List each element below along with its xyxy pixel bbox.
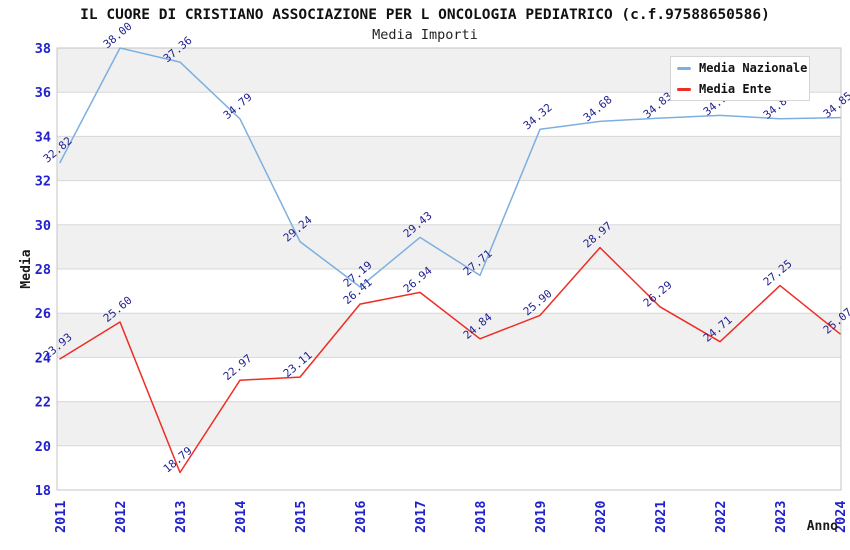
plot-border bbox=[56, 47, 842, 491]
data-point-label: 38.00 bbox=[101, 20, 135, 51]
y-tick-label: 24 bbox=[35, 350, 51, 366]
x-tick-label: 2014 bbox=[233, 500, 249, 533]
legend-item-media-nazionale: Media Nazionale bbox=[677, 60, 807, 76]
x-tick-label: 2018 bbox=[473, 500, 489, 533]
x-tick-label: 2019 bbox=[533, 500, 549, 533]
plot-band bbox=[57, 401, 841, 446]
x-tick-label: 2022 bbox=[713, 500, 729, 533]
plot-band bbox=[57, 224, 841, 269]
x-tick-label: 2012 bbox=[113, 500, 129, 533]
y-tick-label: 28 bbox=[35, 262, 51, 278]
plot-band bbox=[57, 180, 841, 225]
x-tick-label: 2015 bbox=[293, 500, 309, 533]
series-line-media-nazionale bbox=[59, 47, 841, 288]
x-tick-label: 2021 bbox=[653, 500, 669, 533]
x-tick-label: 2011 bbox=[53, 500, 69, 533]
national-line-swatch-icon bbox=[677, 66, 691, 70]
plot-band bbox=[57, 136, 841, 181]
y-tick-label: 38 bbox=[35, 41, 51, 57]
x-tick-label: 2016 bbox=[353, 500, 369, 533]
legend: Media Nazionale Media Ente bbox=[670, 56, 810, 101]
plot-band bbox=[57, 269, 841, 314]
x-tick-label: 2024 bbox=[833, 500, 849, 533]
y-tick-label: 36 bbox=[35, 85, 51, 101]
plot-band bbox=[57, 445, 841, 490]
y-tick-label: 18 bbox=[35, 483, 51, 499]
y-axis-title: Media bbox=[19, 249, 34, 288]
x-tick-label: 2017 bbox=[413, 500, 429, 533]
y-tick-label: 34 bbox=[35, 129, 51, 145]
x-tick-label: 2013 bbox=[173, 500, 189, 533]
x-tick-label: 2020 bbox=[593, 500, 609, 533]
y-tick-label: 20 bbox=[35, 439, 51, 455]
chart-subtitle: Media Importi bbox=[372, 27, 478, 43]
x-tick-label: 2023 bbox=[773, 500, 789, 533]
y-tick-label: 26 bbox=[35, 306, 51, 322]
y-tick-label: 22 bbox=[35, 395, 51, 411]
legend-label: Media Nazionale bbox=[699, 61, 808, 75]
plot-band bbox=[57, 357, 841, 402]
chart-title: IL CUORE DI CRISTIANO ASSOCIAZIONE PER L… bbox=[80, 7, 770, 23]
y-tick-label: 32 bbox=[35, 174, 51, 190]
entity-line-swatch-icon bbox=[677, 87, 691, 91]
legend-label: Media Ente bbox=[699, 82, 772, 96]
series-line-media-ente bbox=[59, 246, 841, 474]
legend-item-media-ente: Media Ente bbox=[677, 81, 803, 97]
x-axis-title: Anno bbox=[807, 519, 838, 534]
y-tick-label: 30 bbox=[35, 218, 51, 234]
